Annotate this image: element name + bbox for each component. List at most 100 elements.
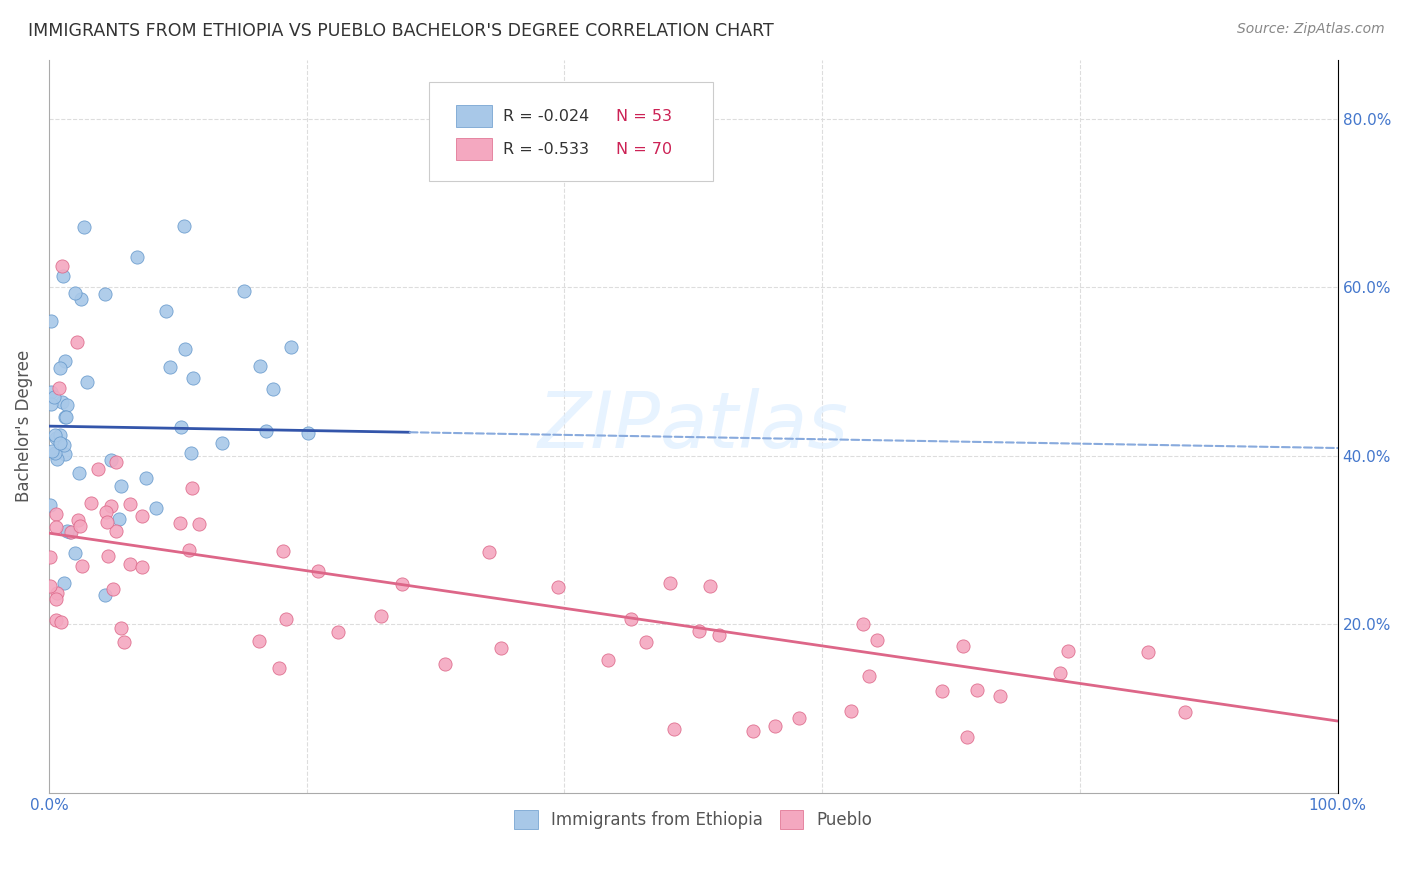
Point	[254, 424, 277, 438]
Text: N = 70: N = 70	[616, 142, 672, 156]
Point	[155, 304, 177, 318]
Text: N = 53: N = 53	[616, 109, 672, 124]
Point	[45, 520, 67, 534]
Point	[93, 286, 115, 301]
Point	[51, 615, 73, 629]
Point	[434, 657, 457, 672]
Point	[41, 444, 63, 458]
Text: ZIPatlas: ZIPatlas	[538, 388, 849, 464]
Point	[96, 516, 118, 530]
Point	[328, 624, 350, 639]
Point	[87, 462, 110, 476]
Point	[145, 500, 167, 515]
Point	[707, 628, 730, 642]
Point	[66, 334, 89, 349]
Point	[262, 383, 284, 397]
Point	[49, 427, 72, 442]
Point	[39, 550, 62, 565]
Point	[52, 438, 75, 452]
Point	[596, 653, 619, 667]
Point	[839, 704, 862, 718]
Point	[110, 621, 132, 635]
Point	[297, 425, 319, 440]
Point	[1136, 645, 1159, 659]
Point	[49, 436, 72, 450]
Point	[489, 640, 512, 655]
Y-axis label: Bachelor's Degree: Bachelor's Degree	[15, 350, 32, 502]
Point	[67, 466, 90, 480]
Point	[180, 445, 202, 459]
Point	[662, 723, 685, 737]
Point	[118, 557, 141, 571]
Point	[127, 250, 149, 264]
Point	[547, 581, 569, 595]
Point	[477, 545, 499, 559]
Point	[105, 455, 128, 469]
Point	[952, 640, 974, 654]
Point	[70, 558, 93, 573]
Point	[39, 385, 62, 400]
Point	[60, 525, 83, 540]
Point	[118, 496, 141, 510]
Point	[247, 633, 270, 648]
Point	[56, 398, 79, 412]
Point	[1174, 706, 1197, 720]
Point	[39, 313, 62, 327]
Point	[852, 616, 875, 631]
FancyBboxPatch shape	[429, 81, 713, 180]
Point	[866, 633, 889, 648]
Text: Source: ZipAtlas.com: Source: ZipAtlas.com	[1237, 22, 1385, 37]
Point	[52, 268, 75, 283]
Point	[80, 495, 103, 509]
Text: R = -0.533: R = -0.533	[502, 142, 589, 156]
Point	[101, 582, 124, 597]
Point	[69, 518, 91, 533]
Point	[159, 359, 181, 374]
Point	[699, 579, 721, 593]
Point	[55, 409, 77, 424]
Point	[56, 524, 79, 538]
Point	[280, 340, 302, 354]
Point	[104, 524, 127, 539]
Point	[97, 549, 120, 563]
Point	[173, 343, 195, 357]
Point	[180, 482, 202, 496]
Point	[53, 410, 76, 425]
Point	[94, 505, 117, 519]
Point	[956, 730, 979, 744]
Point	[73, 220, 96, 235]
Point	[100, 453, 122, 467]
Point	[45, 451, 67, 466]
Point	[135, 471, 157, 485]
Point	[169, 516, 191, 530]
Point	[187, 517, 209, 532]
Point	[966, 682, 988, 697]
Point	[45, 614, 67, 628]
Point	[59, 524, 82, 539]
Point	[93, 588, 115, 602]
Point	[211, 436, 233, 450]
Point	[787, 711, 810, 725]
Point	[463, 149, 485, 163]
Point	[70, 292, 93, 306]
Point	[39, 498, 62, 512]
Point	[39, 579, 62, 593]
Point	[931, 684, 953, 698]
Point	[131, 560, 153, 574]
Point	[67, 513, 90, 527]
Point	[177, 542, 200, 557]
Point	[53, 354, 76, 368]
Point	[65, 546, 87, 560]
Point	[741, 723, 763, 738]
Point	[44, 428, 66, 442]
Point	[48, 361, 70, 376]
Point	[44, 445, 66, 459]
Point	[45, 431, 67, 445]
Point	[51, 395, 73, 409]
Point	[1049, 666, 1071, 681]
Point	[39, 397, 62, 411]
Point	[45, 507, 67, 521]
Point	[76, 375, 98, 389]
Point	[858, 668, 880, 682]
Point	[100, 499, 122, 513]
